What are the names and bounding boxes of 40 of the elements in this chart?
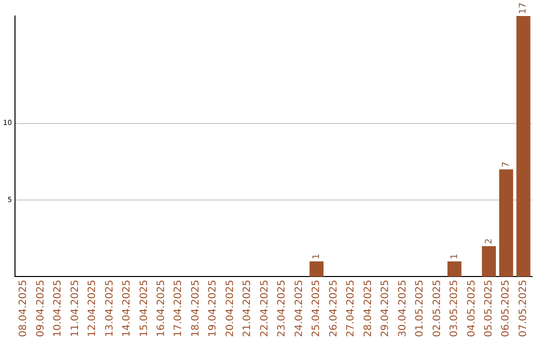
x-tick-label: 25.04.2025 [311, 280, 322, 338]
bar [499, 169, 514, 277]
x-tick-label: 13.04.2025 [104, 280, 116, 338]
bar [482, 246, 496, 277]
x-tick-label: 20.04.2025 [224, 280, 236, 338]
x-tick-label: 27.04.2025 [346, 280, 357, 338]
x-tick-label: 11.04.2025 [70, 280, 81, 338]
x-tick-label: 18.04.2025 [190, 280, 202, 338]
x-tick-label: 08.04.2025 [18, 280, 30, 338]
x-tick-label: 22.04.2025 [259, 280, 270, 338]
x-tick-label: 12.04.2025 [87, 280, 98, 338]
data-label: 2 [484, 238, 494, 244]
x-tick-label: 01.05.2025 [414, 280, 426, 338]
x-tick-label: 16.04.2025 [156, 280, 168, 338]
x-tick-label: 24.04.2025 [294, 280, 305, 338]
x-tick-label: 05.05.2025 [484, 280, 495, 338]
x-tick-label: 29.04.2025 [380, 280, 392, 338]
bar [447, 261, 462, 277]
bar [310, 261, 324, 277]
x-tick-label: 26.04.2025 [328, 280, 340, 338]
x-tick-label: 04.05.2025 [466, 280, 478, 338]
x-tick-label: 19.04.2025 [208, 280, 219, 338]
x-tick-label: 14.04.2025 [122, 280, 133, 338]
data-label: 1 [312, 254, 322, 260]
x-tick-label: 15.04.2025 [138, 280, 150, 338]
data-label: 17 [518, 2, 529, 14]
x-tick-label: 02.05.2025 [432, 280, 443, 338]
x-tick-label: 07.05.2025 [518, 280, 529, 338]
x-tick-label: 21.04.2025 [242, 280, 254, 338]
x-tick-label: 10.04.2025 [52, 280, 64, 338]
data-label: 7 [501, 162, 512, 168]
x-tick-label: 28.04.2025 [362, 280, 374, 338]
data-label: 1 [450, 254, 460, 260]
x-tick-label: 17.04.2025 [173, 280, 184, 338]
x-tick-label: 30.04.2025 [397, 280, 408, 338]
bar [516, 16, 530, 277]
x-tick-label: 09.04.2025 [35, 280, 46, 338]
x-tick-label: 03.05.2025 [449, 280, 460, 338]
x-tick-label: 23.04.2025 [276, 280, 288, 338]
x-tick-label: 06.05.2025 [500, 280, 512, 338]
